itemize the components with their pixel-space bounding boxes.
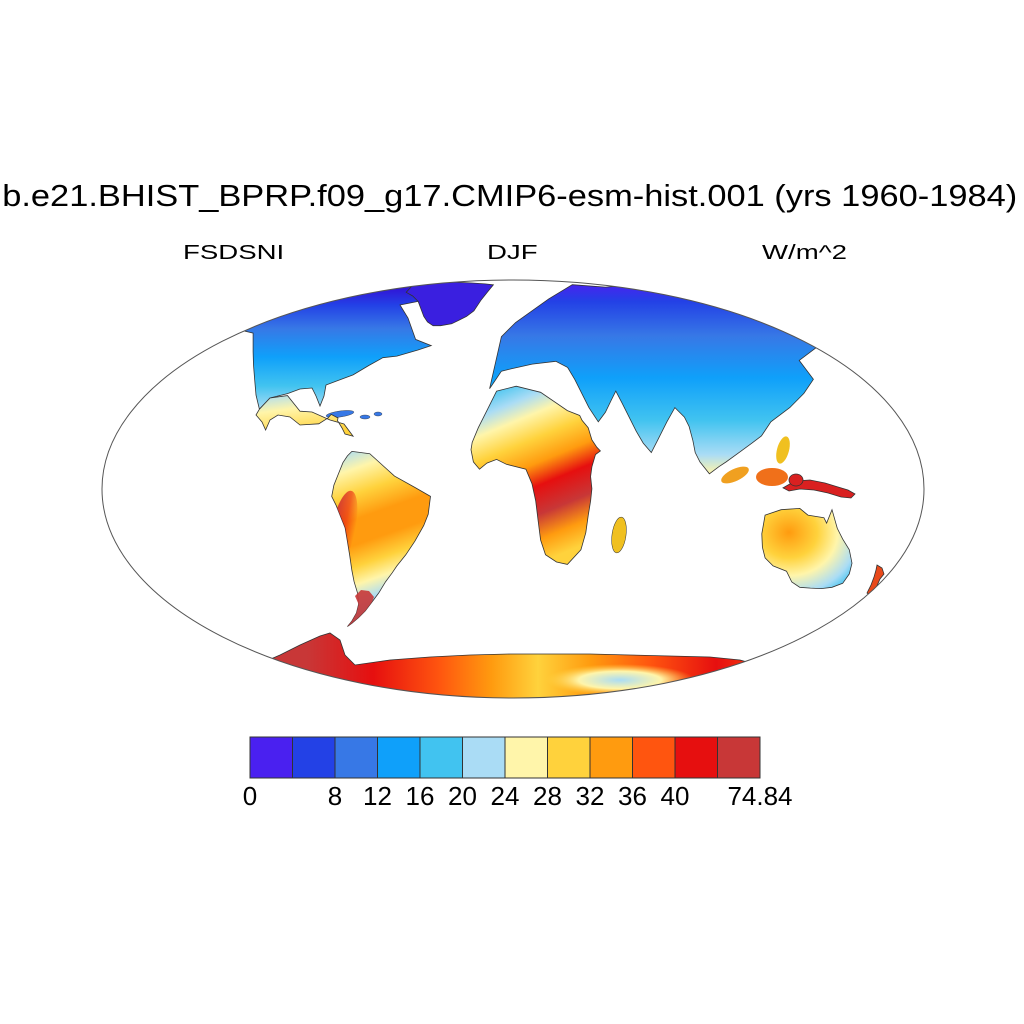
svg-text:24: 24 [491, 781, 520, 811]
svg-text:32: 32 [576, 781, 605, 811]
svg-text:20: 20 [448, 781, 477, 811]
svg-text:16: 16 [406, 781, 435, 811]
svg-text:0: 0 [243, 781, 257, 811]
svg-text:12: 12 [363, 781, 392, 811]
svg-text:74.84: 74.84 [727, 781, 792, 811]
svg-text:40: 40 [661, 781, 690, 811]
svg-text:8: 8 [328, 781, 342, 811]
svg-text:36: 36 [618, 781, 647, 811]
svg-text:28: 28 [533, 781, 562, 811]
